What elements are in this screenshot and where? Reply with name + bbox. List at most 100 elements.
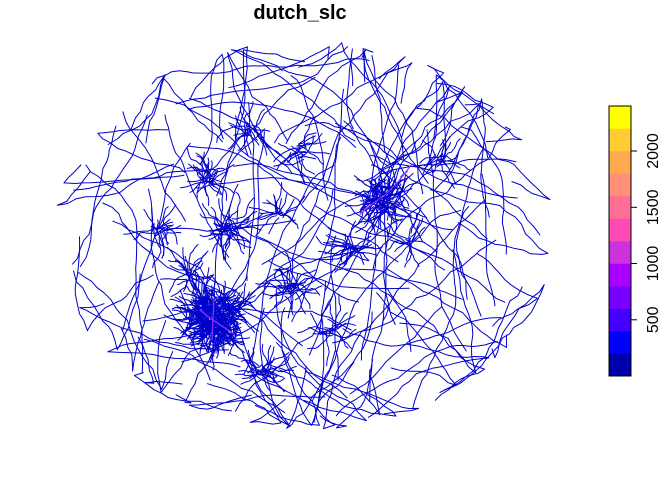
road-segment: [195, 177, 361, 196]
road-segment: [56, 163, 175, 206]
urban-road-segment: [201, 322, 209, 342]
urban-road-segment: [331, 315, 356, 328]
road-segment: [443, 286, 523, 391]
urban-road-segment: [285, 251, 299, 285]
road-segment: [216, 49, 306, 197]
urban-road-segment: [355, 245, 365, 265]
urban-road-segment: [273, 282, 297, 288]
road-segment: [422, 74, 489, 175]
urban-road-segment: [210, 331, 245, 344]
road-segment: [133, 372, 232, 412]
urban-road-segment: [344, 202, 369, 207]
urban-road-segment: [279, 283, 308, 290]
urban-road-segment: [202, 296, 217, 303]
legend-tick-label: 2000: [645, 133, 662, 169]
urban-road-segment: [410, 217, 424, 238]
urban-road-segment: [354, 209, 374, 233]
urban-road-segment: [277, 142, 298, 155]
road-segment: [335, 341, 498, 417]
urban-road-segment: [240, 359, 260, 367]
road-segment: [282, 69, 389, 167]
road-segment: [268, 260, 410, 290]
urban-road-segment: [228, 317, 255, 334]
urban-road-segment: [216, 336, 226, 352]
urban-road-segment: [261, 344, 271, 372]
legend-color-block: [609, 308, 631, 332]
urban-road-segment: [338, 250, 354, 265]
road-segment: [383, 174, 406, 325]
road-segment: [151, 58, 370, 85]
urban-road-segment: [227, 304, 242, 313]
urban-road-segment: [285, 198, 295, 212]
urban-road-segment: [297, 135, 314, 158]
road-segment: [376, 81, 447, 204]
road-segment: [207, 307, 289, 426]
urban-road-segment: [216, 125, 245, 143]
urban-road-segment: [388, 200, 397, 213]
urban-road-segment: [224, 214, 231, 234]
road-segment: [401, 65, 495, 138]
urban-road-segment: [279, 158, 305, 166]
urban-road-segment: [256, 212, 284, 220]
urban-road-segment: [156, 225, 173, 230]
urban-road-segment: [297, 326, 329, 334]
urban-road-segment: [264, 357, 275, 372]
urban-road-segment: [173, 326, 192, 337]
road-segment: [199, 53, 225, 165]
urban-road-segment: [262, 376, 271, 392]
urban-road-segment: [379, 187, 403, 190]
urban-road-segment: [227, 326, 239, 356]
urban-road-segment: [410, 207, 422, 234]
urban-road-segment: [216, 329, 225, 346]
urban-road-segment: [370, 190, 375, 211]
urban-road-segment: [237, 134, 251, 139]
urban-road-segment: [207, 328, 217, 350]
urban-road-segment: [186, 177, 207, 183]
urban-road-segment: [441, 158, 458, 185]
urban-road-segment: [196, 182, 208, 194]
urban-road-segment: [183, 275, 191, 292]
urban-road-segment: [202, 162, 209, 185]
urban-road-segment: [233, 213, 264, 231]
urban-road-segment: [159, 278, 187, 281]
urban-road-segment: [443, 142, 452, 157]
urban-road-segment: [167, 260, 188, 276]
urban-road-segment: [223, 319, 233, 335]
urban-road-segment: [261, 368, 279, 377]
road-segment: [254, 342, 320, 426]
urban-road-segment: [268, 364, 295, 371]
legend-color-block: [609, 263, 631, 287]
urban-road-segment: [346, 202, 371, 217]
urban-road-segment: [327, 226, 351, 250]
urban-road-segment: [422, 139, 436, 158]
road-segment: [343, 120, 468, 300]
legend-color-block: [609, 286, 631, 309]
urban-road-segment: [298, 135, 316, 145]
urban-road-segment: [294, 285, 323, 301]
road-segment: [367, 343, 490, 418]
urban-road-segment: [203, 288, 208, 314]
urban-road-segment: [328, 328, 357, 339]
urban-road-segment: [235, 115, 244, 131]
legend-tick-label: 500: [645, 306, 662, 333]
urban-road-segment: [394, 199, 410, 209]
urban-road-segment: [192, 164, 212, 175]
urban-road-segment: [366, 210, 379, 249]
urban-road-segment: [392, 178, 406, 201]
urban-road-segment: [284, 295, 294, 316]
road-segment: [412, 205, 470, 409]
urban-road-segment: [213, 180, 228, 201]
urban-road-segment: [268, 217, 280, 235]
road-segment: [286, 311, 373, 429]
legend-frame: [608, 105, 632, 377]
urban-road-segment: [384, 200, 413, 217]
road-segment: [292, 136, 342, 259]
urban-road-segment: [218, 198, 225, 221]
legend-ticks: 500 1000 1500 2000: [631, 133, 662, 333]
road-segment: [85, 164, 144, 373]
road-segment: [235, 305, 348, 399]
urban-road-segment: [382, 188, 413, 206]
urban-road-segment: [244, 101, 254, 133]
urban-road-segment: [229, 351, 257, 368]
urban-road-segment: [439, 158, 472, 171]
